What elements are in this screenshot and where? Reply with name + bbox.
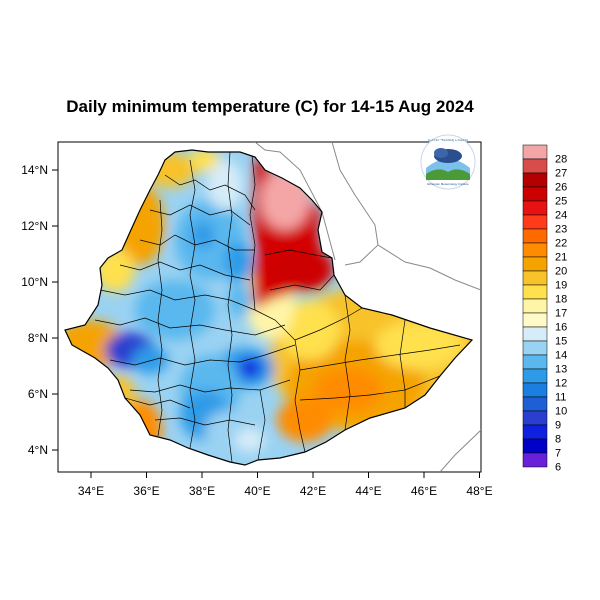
- colorbar-swatch: [522, 340, 548, 356]
- colorbar-label: 21: [555, 252, 567, 264]
- logo-text-top: የኢትዮጵያ ሜቲዎሮሎጂ ኢንስቲትዩት: [428, 138, 468, 142]
- colorbar-swatch: [522, 382, 548, 398]
- colorbar-label: 17: [555, 308, 567, 320]
- x-tick-label: 48°E: [466, 484, 492, 498]
- colorbar-swatch: [522, 410, 548, 426]
- institute-logo: የኢትዮጵያ ሜቲዎሮሎጂ ኢንስቲትዩት Ethiopian Meteorol…: [420, 134, 476, 190]
- colorbar-label: 7: [555, 448, 561, 460]
- colorbar-label: 24: [555, 210, 567, 222]
- colorbar-swatch: [522, 186, 548, 202]
- colorbar-swatch: [522, 158, 548, 174]
- x-tick-label: 40°E: [244, 484, 270, 498]
- chart-title: Daily minimum temperature (C) for 14-15 …: [66, 97, 474, 116]
- y-tick-label: 10°N: [21, 275, 48, 289]
- colorbar-swatch: [522, 452, 548, 468]
- colorbar-swatch: [522, 354, 548, 370]
- y-tick-label: 4°N: [28, 443, 48, 457]
- admin-boundaries: [94, 151, 461, 463]
- colorbar-swatch: [522, 396, 548, 412]
- x-tick-label: 46°E: [411, 484, 437, 498]
- colorbar-label: 9: [555, 420, 561, 432]
- colorbar-label: 16: [555, 322, 567, 334]
- x-tick-label: 44°E: [355, 484, 381, 498]
- colorbar-swatch: [522, 256, 548, 272]
- y-tick-labels: 4°N 6°N 8°N 10°N 12°N 14°N: [21, 163, 48, 457]
- logo-text-bottom: Ethiopian Meteorology Institute: [427, 182, 469, 186]
- x-tick-labels: 34°E 36°E 38°E 40°E 42°E 44°E 46°E 48°E: [78, 484, 493, 498]
- x-tick-label: 42°E: [300, 484, 326, 498]
- colorbar-label: 14: [555, 350, 567, 362]
- colorbar-swatch: [522, 172, 548, 188]
- colorbar-swatch: [522, 214, 548, 230]
- y-tick-label: 12°N: [21, 219, 48, 233]
- colorbar-label: 10: [555, 406, 567, 418]
- colorbar-swatch: [522, 424, 548, 440]
- colorbar-label: 19: [555, 280, 567, 292]
- x-tick-label: 38°E: [189, 484, 215, 498]
- colorbar-swatch: [522, 200, 548, 216]
- x-tick-label: 36°E: [133, 484, 159, 498]
- colorbar: 28 27 26 25 24 23 22 21 20 19 18 17 16 15 14 13 12 11 10 9 8…: [522, 144, 567, 474]
- colorbar-swatch: [522, 284, 548, 300]
- colorbar-label: 27: [555, 168, 567, 180]
- colorbar-swatch: [522, 298, 548, 314]
- colorbar-swatch: [522, 438, 548, 454]
- colorbar-label: 15: [555, 336, 567, 348]
- colorbar-swatch: [522, 228, 548, 244]
- neighbor-borders: [254, 142, 481, 472]
- y-tick-label: 6°N: [28, 387, 48, 401]
- y-tick-label: 8°N: [28, 331, 48, 345]
- colorbar-swatch: [522, 326, 548, 342]
- colorbar-label: 6: [555, 462, 561, 474]
- colorbar-swatch: [522, 312, 548, 328]
- colorbar-swatch: [522, 368, 548, 384]
- x-tick-label: 34°E: [78, 484, 104, 498]
- y-axis: [52, 169, 58, 451]
- colorbar-label: 25: [555, 196, 567, 208]
- colorbar-label: 12: [555, 378, 567, 390]
- colorbar-swatch: [522, 144, 548, 160]
- x-axis: [90, 472, 480, 478]
- colorbar-label: 22: [555, 238, 567, 250]
- colorbar-label: 28: [555, 154, 567, 166]
- colorbar-label: 23: [555, 224, 567, 236]
- colorbar-label: 8: [555, 434, 561, 446]
- colorbar-label: 13: [555, 364, 567, 376]
- colorbar-label: 11: [555, 392, 566, 404]
- y-tick-label: 14°N: [21, 163, 48, 177]
- colorbar-label: 20: [555, 266, 567, 278]
- colorbar-swatch: [522, 270, 548, 286]
- colorbar-label: 18: [555, 294, 567, 306]
- colorbar-swatch: [522, 242, 548, 258]
- colorbar-label: 26: [555, 182, 567, 194]
